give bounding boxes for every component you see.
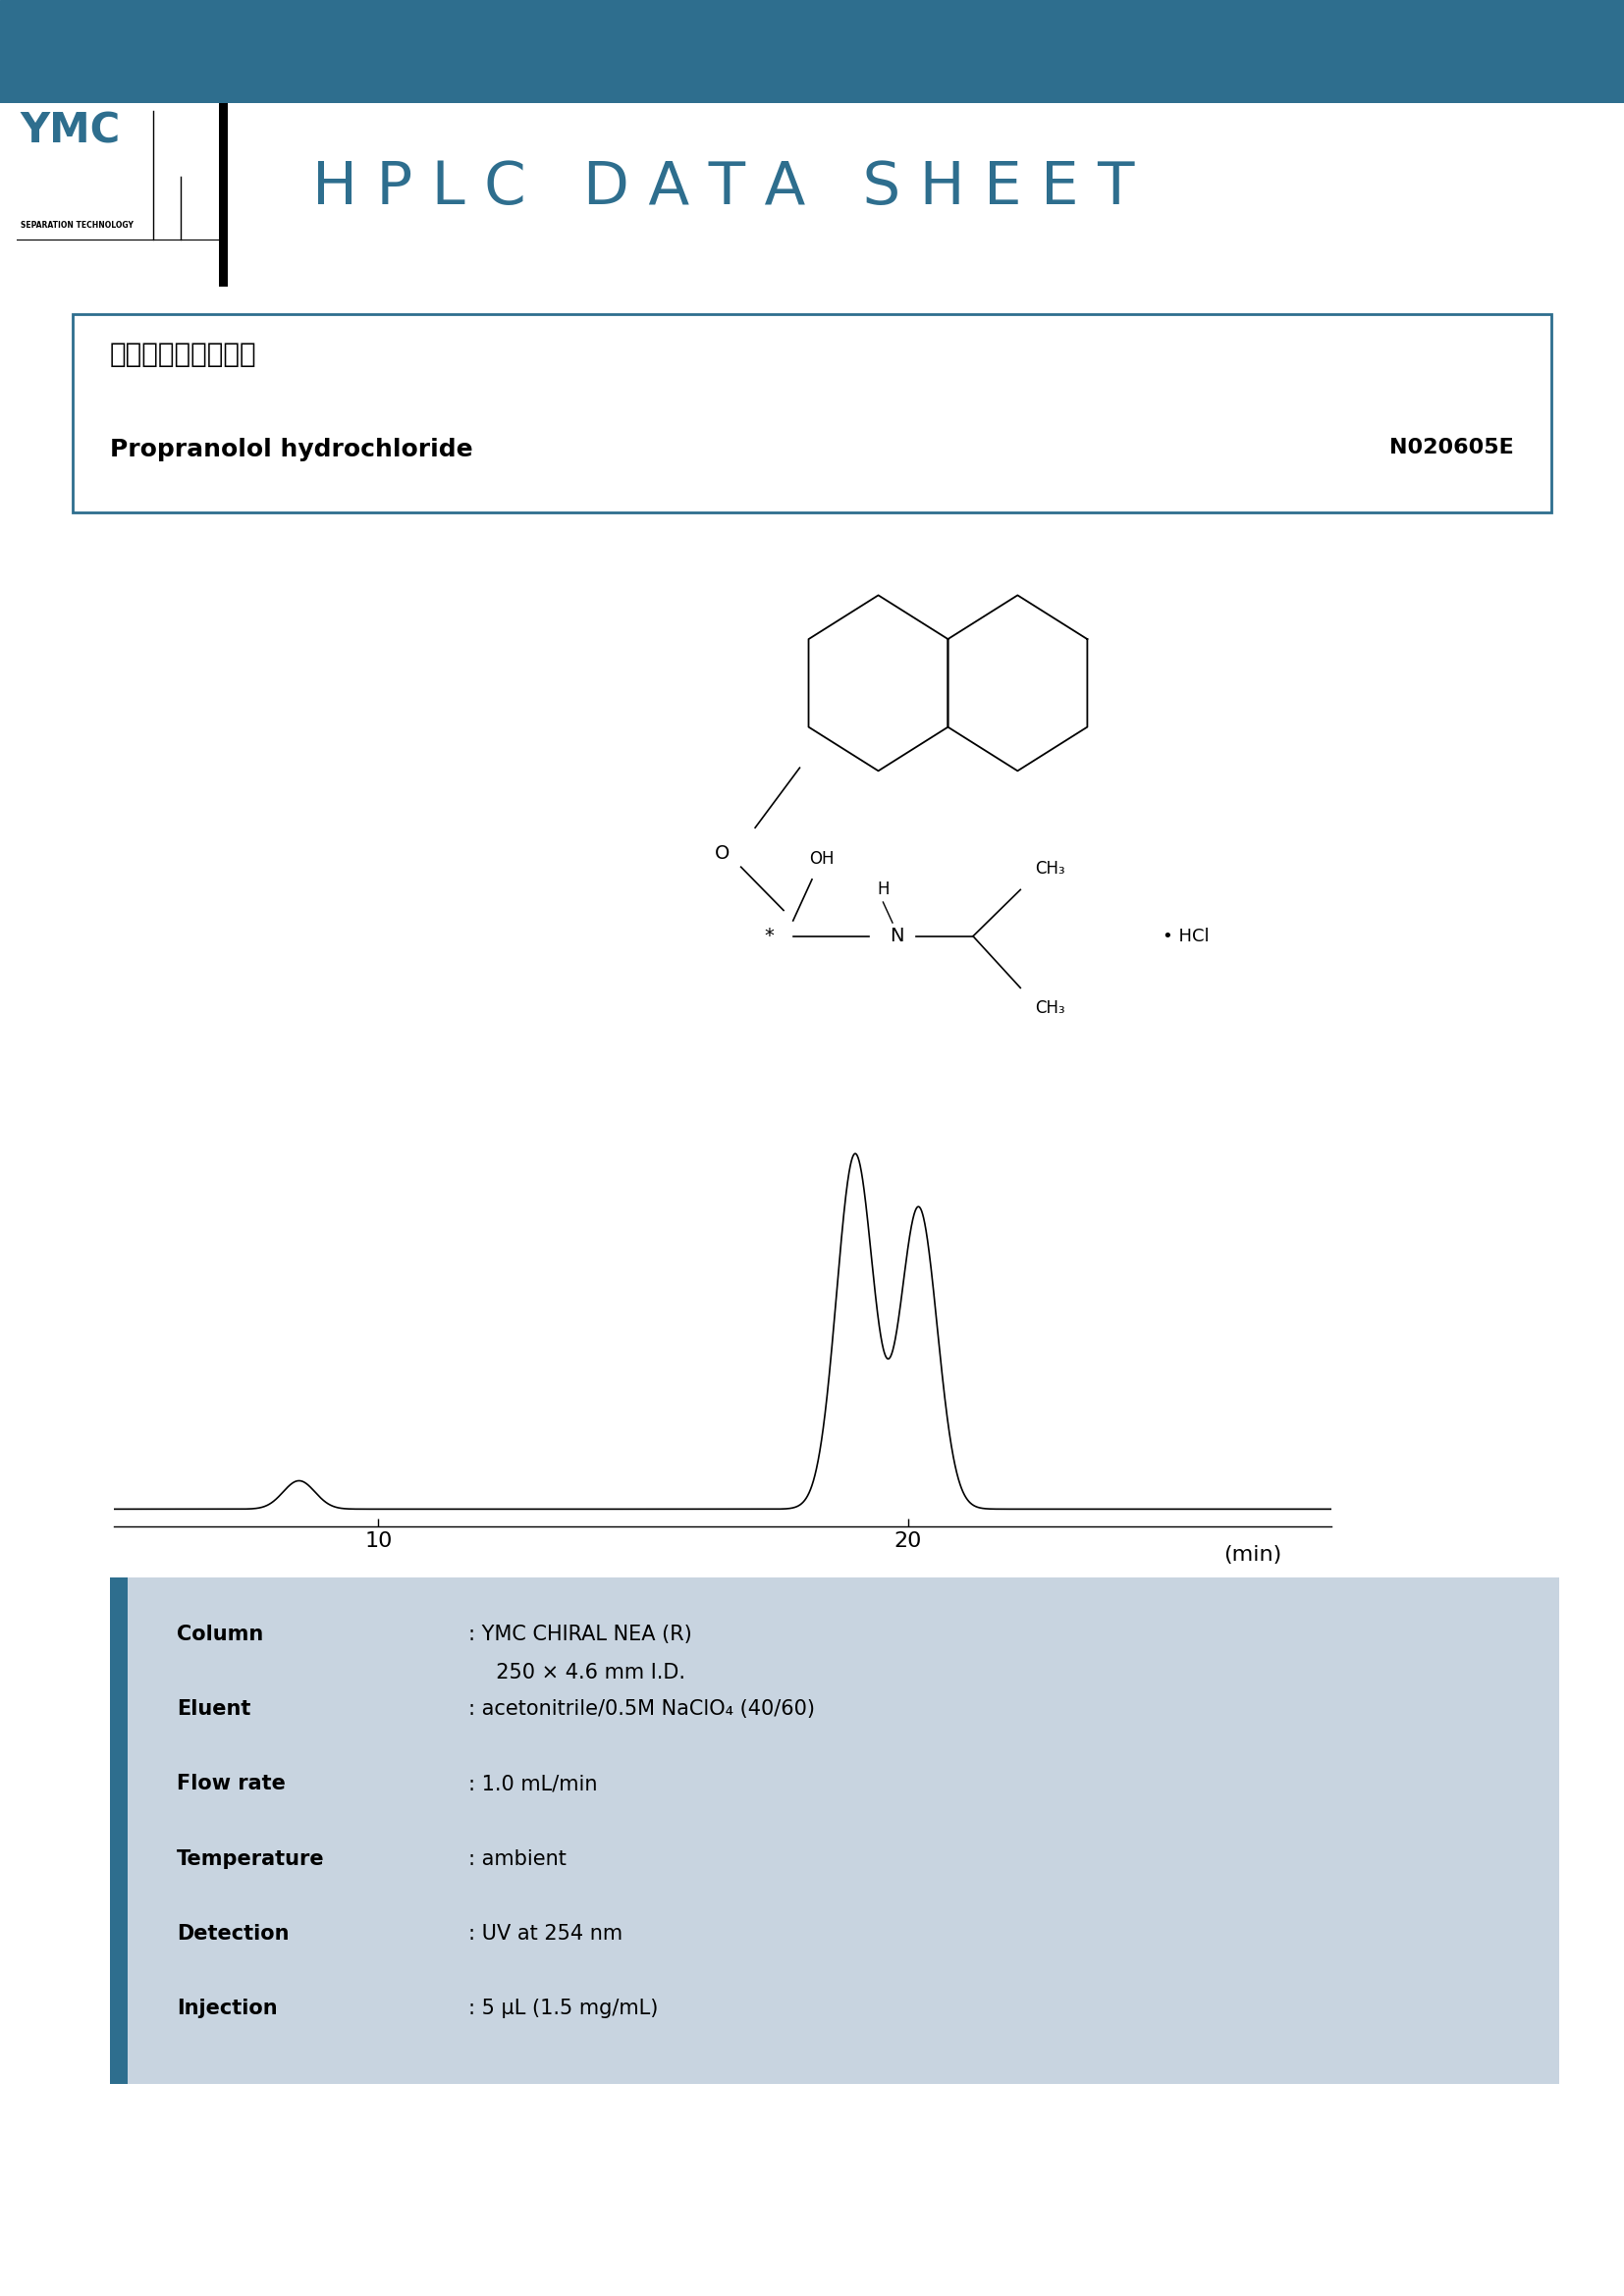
Text: *: * [765,928,775,946]
Text: OH: OH [809,850,835,868]
Text: CH₃: CH₃ [1034,999,1065,1017]
Text: Eluent: Eluent [177,1699,252,1720]
Text: • HCl: • HCl [1163,928,1210,946]
Text: Flow rate: Flow rate [177,1775,286,1793]
Text: : 5 μL (1.5 mg/mL): : 5 μL (1.5 mg/mL) [468,2000,658,2018]
Text: Temperature: Temperature [177,1848,325,1869]
Text: (min): (min) [1223,1545,1281,1564]
Text: H: H [877,882,890,898]
Text: YMC: YMC [21,110,120,152]
Text: : ambient: : ambient [468,1848,567,1869]
Text: : UV at 254 nm: : UV at 254 nm [468,1924,622,1945]
Text: : acetonitrile/0.5M NaClO₄ (40/60): : acetonitrile/0.5M NaClO₄ (40/60) [468,1699,815,1720]
Text: Column: Column [177,1626,263,1644]
Text: N020605E: N020605E [1390,439,1514,457]
Text: Injection: Injection [177,2000,278,2018]
Text: : 1.0 mL/min: : 1.0 mL/min [468,1775,598,1793]
Text: 塩酸プロプラノール: 塩酸プロプラノール [110,342,257,367]
Text: SEPARATION TECHNOLOGY: SEPARATION TECHNOLOGY [21,220,133,230]
Text: Propranolol hydrochloride: Propranolol hydrochloride [110,439,473,461]
Text: N: N [890,928,905,946]
FancyBboxPatch shape [73,315,1551,512]
Text: CH₃: CH₃ [1034,861,1065,877]
Text: O: O [715,845,729,863]
Text: H P L C   D A T A   S H E E T: H P L C D A T A S H E E T [312,158,1134,216]
Bar [110,1577,128,2085]
Text: Detection: Detection [177,1924,289,1945]
Text: : YMC CHIRAL NEA (R): : YMC CHIRAL NEA (R) [468,1626,692,1644]
Text: 250 × 4.6 mm I.D.: 250 × 4.6 mm I.D. [484,1662,685,1683]
